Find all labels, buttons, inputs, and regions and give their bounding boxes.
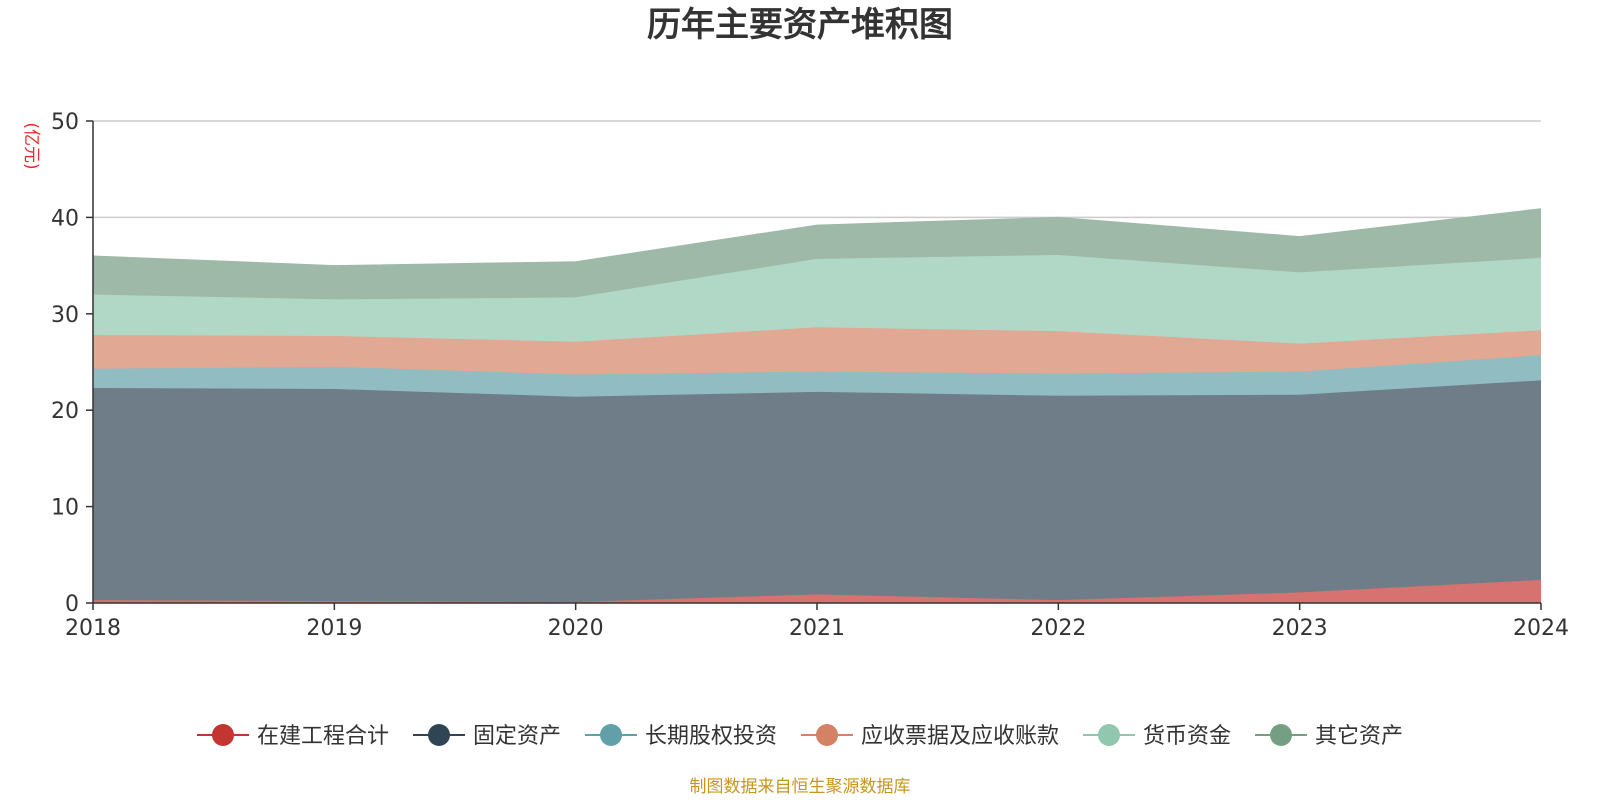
source-note: 制图数据来自恒生聚源数据库 bbox=[690, 777, 911, 797]
y-tick-label: 50 bbox=[51, 110, 79, 135]
legend-item-1[interactable]: 在建工程合计 bbox=[197, 724, 389, 749]
legend-marker-icon bbox=[428, 724, 450, 746]
legend-label: 货币资金 bbox=[1143, 724, 1231, 749]
legend-label: 应收票据及应收账款 bbox=[861, 724, 1059, 749]
x-tick-label: 2018 bbox=[65, 616, 121, 641]
x-tick-label: 2020 bbox=[548, 616, 604, 641]
area-series-2 bbox=[93, 380, 1541, 603]
area-series-6 bbox=[93, 208, 1541, 300]
area-layer bbox=[92, 208, 1542, 603]
legend-label: 固定资产 bbox=[473, 724, 561, 749]
y-tick-label: 40 bbox=[51, 206, 79, 231]
legend: 在建工程合计 固定资产 长期股权投资 应收票据及应收账款 货币资金 其它资产 bbox=[197, 724, 1403, 749]
legend-label: 长期股权投资 bbox=[645, 724, 777, 749]
legend-item-3[interactable]: 长期股权投资 bbox=[585, 724, 777, 749]
x-tick-label: 2024 bbox=[1513, 616, 1569, 641]
y-tick-label: 0 bbox=[65, 592, 79, 617]
area-series-1 bbox=[93, 579, 1541, 603]
x-tick-label: 2021 bbox=[789, 616, 845, 641]
legend-label: 其它资产 bbox=[1315, 724, 1403, 749]
legend-label: 在建工程合计 bbox=[257, 724, 389, 749]
legend-item-4[interactable]: 应收票据及应收账款 bbox=[801, 724, 1059, 749]
legend-marker-icon bbox=[212, 724, 234, 746]
legend-item-2[interactable]: 固定资产 bbox=[413, 724, 561, 749]
axis-layer: 0 10 20 30 40 50 2018 2019 2020 2021 2022 2023 2024 bbox=[51, 110, 1569, 641]
x-tick-label: 2019 bbox=[306, 616, 362, 641]
y-unit-label: (亿元) bbox=[21, 122, 41, 169]
x-tick-label: 2022 bbox=[1030, 616, 1086, 641]
y-tick-label: 10 bbox=[51, 496, 79, 521]
legend-marker-icon bbox=[1098, 724, 1120, 746]
legend-item-5[interactable]: 货币资金 bbox=[1083, 724, 1231, 749]
legend-marker-icon bbox=[816, 724, 838, 746]
x-tick-label: 2023 bbox=[1272, 616, 1328, 641]
legend-marker-icon bbox=[1270, 724, 1292, 746]
legend-marker-icon bbox=[600, 724, 622, 746]
chart-title: 历年主要资产堆积图 bbox=[647, 5, 953, 45]
area-series-3 bbox=[93, 355, 1541, 397]
area-series-5 bbox=[93, 255, 1541, 344]
area-series-edge bbox=[92, 208, 1542, 267]
y-tick-label: 30 bbox=[51, 303, 79, 328]
y-tick-label: 20 bbox=[51, 399, 79, 424]
legend-item-6[interactable]: 其它资产 bbox=[1255, 724, 1403, 749]
